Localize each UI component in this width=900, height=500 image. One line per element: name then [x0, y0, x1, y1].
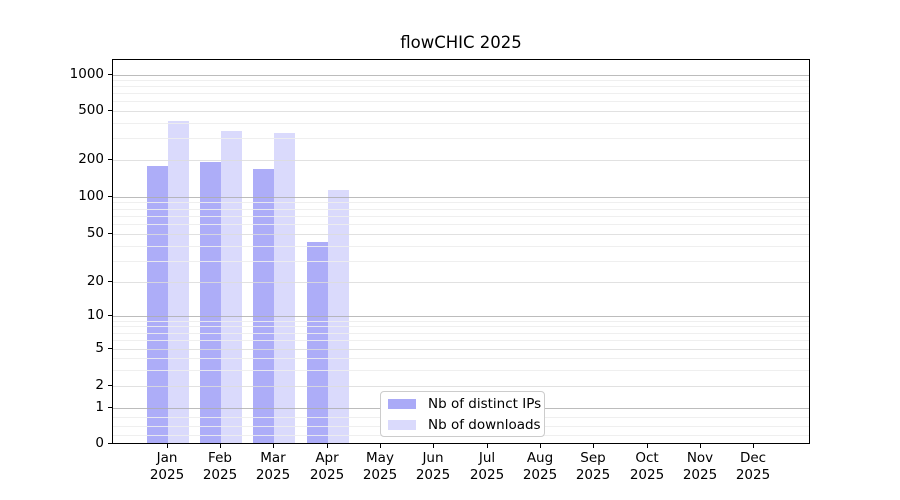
gridline-minor	[113, 208, 809, 210]
y-tick-label: 1000	[69, 66, 104, 82]
gridline-minor	[113, 224, 809, 226]
x-tick-label: Jun 2025	[415, 450, 451, 483]
y-tick-label: 2	[95, 377, 104, 393]
bar-distinct-ips-feb	[200, 162, 222, 443]
x-tick-mark	[540, 444, 541, 448]
x-tick-mark	[593, 444, 594, 448]
x-tick-label: Jul 2025	[469, 450, 505, 483]
x-tick-mark	[487, 444, 488, 448]
x-tick-mark	[700, 444, 701, 448]
y-tick-label: 50	[86, 225, 104, 241]
y-tick-label: 20	[86, 273, 104, 289]
x-tick-label: Aug 2025	[522, 450, 558, 483]
gridline-minor	[113, 332, 809, 334]
x-tick-mark	[753, 444, 754, 448]
y-tick-label: 100	[78, 188, 104, 204]
gridline-minor	[113, 326, 809, 328]
gridline-decade	[113, 74, 809, 76]
gridlines-layer	[113, 60, 809, 443]
y-tick-mark	[108, 233, 112, 234]
x-tick-mark	[273, 444, 274, 448]
gridline-decade	[113, 196, 809, 198]
y-tick-label: 500	[78, 102, 104, 118]
legend-item-distinct-ips: Nb of distinct IPs	[388, 394, 541, 413]
bar-downloads-apr	[327, 190, 349, 443]
y-tick-mark	[108, 443, 112, 444]
x-tick-label: Feb 2025	[202, 450, 238, 483]
y-tick-label: 0	[95, 435, 104, 451]
legend-label-downloads: Nb of downloads	[428, 416, 541, 433]
x-tick-mark	[167, 444, 168, 448]
x-tick-label: Dec 2025	[735, 450, 771, 483]
bar-distinct-ips-jan	[146, 166, 168, 443]
gridline-minor	[113, 358, 809, 359]
gridline-minor	[113, 215, 809, 217]
x-tick-label: Sep 2025	[575, 450, 611, 483]
gridline-major	[113, 234, 809, 235]
bar-downloads-mar	[274, 133, 296, 443]
x-tick-label: May 2025	[362, 450, 398, 483]
gridline-minor	[113, 86, 809, 88]
y-tick-label: 10	[86, 307, 104, 323]
gridline-minor	[113, 93, 809, 95]
x-tick-label: Mar 2025	[255, 450, 291, 483]
x-tick-mark	[647, 444, 648, 448]
gridline-minor	[113, 80, 809, 82]
y-tick-mark	[108, 348, 112, 349]
y-tick-mark	[108, 385, 112, 386]
y-tick-mark	[108, 196, 112, 197]
legend-swatch-distinct-ips-icon	[388, 398, 416, 409]
bar-distinct-ips-apr	[306, 242, 328, 443]
y-tick-label: 5	[95, 340, 104, 356]
gridline-minor	[113, 369, 809, 371]
legend-label-distinct-ips: Nb of distinct IPs	[428, 395, 542, 412]
x-tick-label: Nov 2025	[682, 450, 718, 483]
bar-distinct-ips-mar	[253, 169, 275, 443]
legend-item-downloads: Nb of downloads	[388, 415, 541, 434]
gridline-major	[113, 111, 809, 112]
gridline-minor	[113, 245, 809, 247]
gridline-minor	[113, 202, 809, 204]
chart-title: flowCHIC 2025	[400, 33, 522, 52]
gridline-major	[113, 349, 809, 350]
legend-swatch-downloads-icon	[388, 419, 416, 430]
gridline-minor	[113, 122, 809, 124]
x-tick-label: Apr 2025	[309, 450, 345, 483]
x-tick-mark	[433, 444, 434, 448]
x-tick-label: Jan 2025	[149, 450, 185, 483]
x-tick-mark	[220, 444, 221, 448]
y-tick-mark	[108, 110, 112, 111]
gridline-minor	[113, 260, 809, 262]
bars-layer	[113, 60, 809, 443]
gridline-minor	[113, 138, 809, 140]
x-tick-label: Oct 2025	[629, 450, 665, 483]
y-tick-label: 200	[78, 151, 104, 167]
gridline-minor	[113, 101, 809, 103]
gridline-major	[113, 386, 809, 387]
gridline-minor	[113, 320, 809, 322]
legend: Nb of distinct IPs Nb of downloads	[380, 391, 545, 437]
x-tick-mark	[327, 444, 328, 448]
y-tick-mark	[108, 281, 112, 282]
gridline-minor	[113, 340, 809, 342]
y-tick-mark	[108, 159, 112, 160]
x-tick-mark	[380, 444, 381, 448]
y-tick-mark	[108, 407, 112, 408]
y-tick-mark	[108, 315, 112, 316]
y-tick-label: 1	[95, 399, 104, 415]
plot-area: Nb of distinct IPs Nb of downloads	[112, 59, 810, 444]
gridline-major	[113, 160, 809, 161]
y-tick-mark	[108, 74, 112, 75]
gridline-major	[113, 282, 809, 283]
gridline-decade	[113, 315, 809, 317]
